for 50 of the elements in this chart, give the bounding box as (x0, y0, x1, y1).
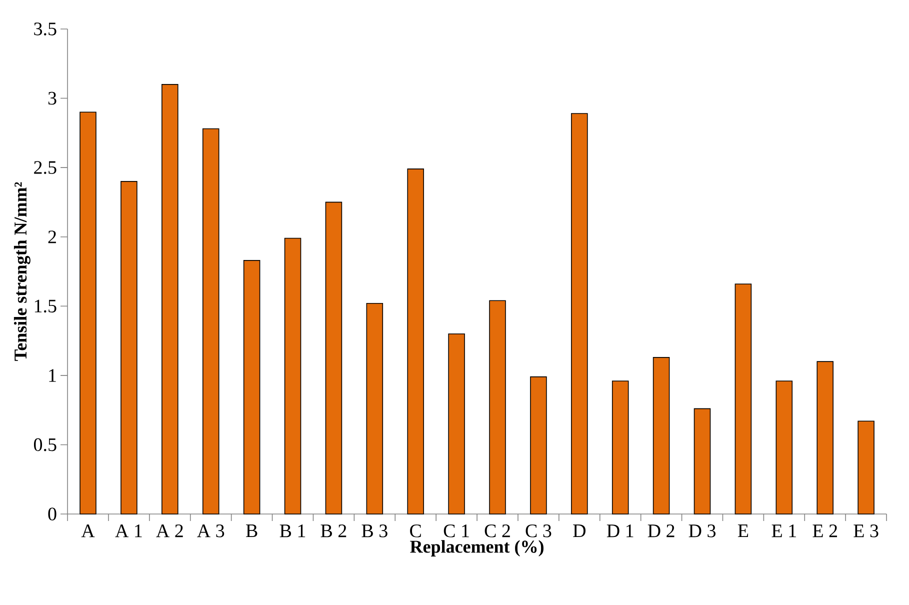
y-tick-label: 1.5 (34, 300, 56, 313)
y-tick-label: 1 (49, 369, 56, 382)
x-tick-label: A 2 (156, 524, 183, 538)
bar (325, 202, 342, 514)
bar (571, 113, 588, 514)
bar (202, 128, 220, 514)
x-tick-label: E 1 (772, 524, 796, 538)
y-tick-label: 2.5 (34, 161, 56, 174)
bar (489, 300, 506, 514)
x-tick-label: E 3 (854, 524, 878, 538)
y-tick-label: 3.5 (34, 22, 56, 36)
bar (120, 181, 138, 514)
bar (694, 408, 711, 514)
x-tick-label: A (81, 524, 95, 538)
bar (80, 112, 96, 514)
x-tick-label: D (573, 524, 586, 537)
x-tick-label: E (738, 524, 748, 537)
y-tick-label: 3 (48, 92, 56, 105)
bar (734, 284, 752, 514)
bar (243, 260, 260, 514)
bar (612, 380, 629, 514)
x-tick-label: C 2 (484, 524, 510, 538)
y-tick-label: 0 (48, 508, 56, 520)
x-axis-title: Replacement (%) (410, 540, 544, 556)
x-tick-label: C 1 (444, 524, 469, 538)
x-tick-label: A 3 (197, 524, 224, 538)
bar (448, 333, 465, 514)
bar (816, 361, 834, 514)
bar (776, 380, 793, 514)
bar (162, 84, 178, 514)
x-tick-label: D 1 (606, 524, 634, 538)
bar (366, 302, 384, 514)
bar (530, 376, 547, 514)
x-tick-label: B (246, 524, 258, 538)
x-tick-label: A 1 (115, 524, 142, 538)
x-tick-label: D 3 (688, 524, 716, 538)
bar (407, 168, 424, 514)
x-tick-label: B 1 (280, 524, 306, 538)
x-tick-label: D 2 (648, 524, 674, 538)
y-tick-label: 0.5 (34, 438, 56, 452)
y-axis-title: Tensile strength N/mm² (14, 182, 30, 361)
y-tick-label: 2 (48, 230, 56, 244)
x-tick-label: B 3 (362, 524, 388, 538)
bar (858, 420, 874, 514)
x-tick-label: C (410, 524, 421, 538)
bar (284, 238, 302, 514)
x-tick-label: B 2 (320, 524, 346, 538)
x-tick-label: E 2 (812, 524, 837, 538)
x-tick-label: C 3 (526, 524, 552, 538)
bar (652, 357, 670, 514)
